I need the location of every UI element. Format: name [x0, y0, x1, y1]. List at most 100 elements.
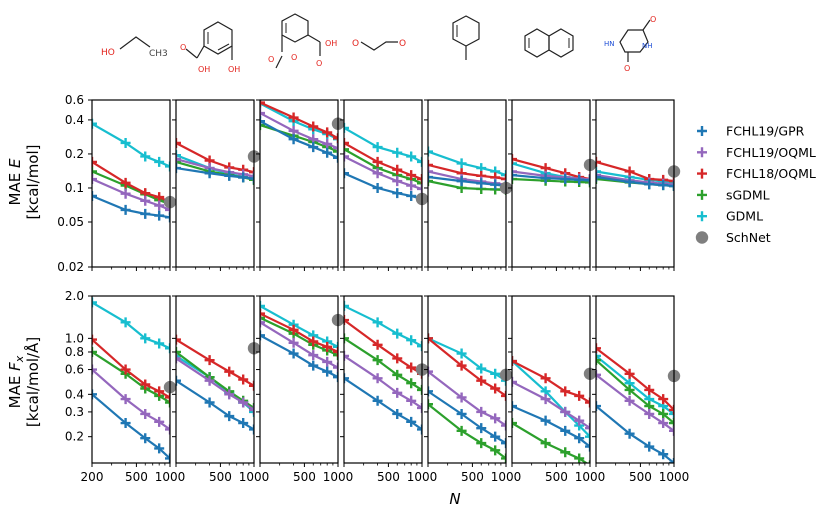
data-point-fchl19-oqml — [140, 408, 151, 419]
salicylic-atom-label-oh-phenol: OH — [228, 65, 240, 74]
data-point-sgdml — [512, 174, 517, 185]
data-point-fchl18-oqml — [392, 164, 403, 175]
data-point-fchl19-gpr — [154, 210, 165, 221]
legend-marker — [697, 168, 707, 179]
data-point-fchl18-oqml — [260, 100, 265, 108]
panel-force-aspirin: 500 1000 — [256, 295, 353, 484]
data-point-sgdml — [585, 177, 590, 188]
y-tick-label: 0.2 — [65, 147, 84, 161]
y-tick-label: 0.6 — [65, 93, 84, 107]
data-point-fchl19-oqml — [417, 402, 422, 413]
data-point-fchl19-oqml — [512, 166, 517, 177]
data-point-sgdml — [92, 346, 97, 357]
data-point-fchl19-oqml — [120, 188, 131, 199]
data-point-gdml — [176, 350, 181, 361]
x-axis-label: N — [449, 490, 460, 508]
data-point-fchl18-oqml — [406, 170, 417, 181]
data-point-fchl19-gpr — [406, 416, 417, 427]
ethanol-atom-label-oh: HO — [101, 48, 115, 58]
data-point-sgdml — [624, 384, 635, 395]
legend-item-schnet: SchNet — [695, 230, 771, 245]
data-point-fchl19-gpr — [560, 174, 571, 185]
data-point-fchl19-oqml — [249, 404, 254, 415]
aspirin-atom-label-o-acetyl: O — [268, 55, 274, 64]
data-point-fchl18-oqml — [333, 133, 338, 144]
data-point-sgdml — [428, 176, 433, 187]
y-tick-label: 2.0 — [65, 289, 84, 303]
data-point-fchl19-gpr — [585, 175, 590, 186]
panel-energy-toluene — [424, 99, 513, 271]
data-point-fchl18-oqml — [308, 121, 319, 132]
data-point-gdml — [456, 158, 467, 169]
data-point-fchl19-gpr — [140, 433, 151, 444]
data-point-fchl19-oqml — [260, 108, 265, 119]
data-point-fchl18-oqml — [120, 177, 131, 188]
y-tick-label: 0.2 — [65, 430, 84, 444]
y-tick-label: 0.1 — [65, 181, 84, 195]
data-point-sgdml — [596, 355, 601, 366]
panel-energy-malonaldehyde — [340, 99, 429, 271]
data-point-fchl18-oqml — [585, 397, 590, 408]
data-point-fchl18-oqml — [333, 346, 338, 357]
data-point-fchl18-oqml — [669, 404, 674, 415]
data-point-fchl19-gpr — [322, 147, 333, 158]
data-point-fchl18-oqml — [456, 360, 467, 371]
data-point-fchl19-oqml — [574, 415, 585, 426]
data-point-fchl19-oqml — [428, 166, 433, 177]
data-point-sgdml — [372, 355, 383, 366]
data-point-fchl19-oqml — [501, 420, 506, 431]
y-label-energy-prefix: MAE — [6, 173, 24, 206]
data-point-fchl18-oqml — [92, 334, 97, 345]
data-point-fchl18-oqml — [501, 174, 506, 185]
data-point-fchl19-oqml — [560, 406, 571, 417]
data-point-fchl18-oqml — [344, 137, 349, 148]
data-point-fchl19-oqml — [154, 200, 165, 211]
data-point-gdml — [501, 375, 506, 386]
panel-force-ethanol: 200 500 1000 0.2 0.3 0.4 0.6 0.81.0 2.0 — [65, 289, 185, 484]
data-point-fchl19-gpr — [669, 181, 674, 192]
data-point-sgdml — [512, 418, 517, 429]
x-tick-label: 1000 — [659, 470, 690, 484]
y-tick-label: 1.0 — [65, 331, 84, 345]
data-point-fchl19-gpr — [260, 330, 265, 341]
data-point-gdml — [406, 151, 417, 162]
data-point-fchl19-gpr — [120, 204, 131, 215]
panel-force-salicylic-acid: 500 1000 — [172, 295, 269, 484]
x-tick-label: 1000 — [155, 470, 186, 484]
data-point-fchl19-gpr — [92, 389, 97, 400]
data-point-fchl19-oqml — [204, 375, 215, 386]
data-point-fchl19-gpr — [585, 441, 590, 452]
data-point-fchl19-oqml — [540, 394, 551, 405]
legend-item-fchl19-oqml: FCHL19/OQML — [697, 145, 816, 160]
uracil-atom-label-o-bottom: O — [624, 64, 630, 73]
data-point-fchl19-gpr — [288, 348, 299, 359]
legend-item-fchl19-gpr: FCHL19/GPR — [697, 124, 805, 139]
data-point-gdml — [669, 177, 674, 188]
data-point-fchl18-oqml — [501, 390, 506, 401]
data-point-fchl19-gpr — [333, 152, 338, 163]
data-point-fchl18-oqml — [512, 356, 517, 367]
data-point-fchl19-oqml — [176, 353, 181, 364]
data-point-fchl19-gpr — [490, 179, 501, 190]
data-point-gdml — [154, 156, 165, 167]
data-point-fchl18-oqml — [428, 333, 433, 344]
molecule-structures: HO CH3 O OH OH OH O O O — [101, 13, 656, 74]
data-point-fchl18-oqml — [260, 308, 265, 319]
data-point-fchl18-oqml — [658, 394, 669, 405]
data-point-gdml — [596, 350, 601, 361]
data-point-fchl19-gpr — [501, 438, 506, 449]
data-point-fchl19-gpr — [490, 431, 501, 442]
data-point-fchl18-oqml — [120, 364, 131, 375]
legend-label: sGDML — [726, 187, 770, 202]
panel-frame — [343, 99, 423, 268]
data-point-fchl19-gpr — [624, 176, 635, 187]
data-point-gdml — [92, 118, 97, 129]
data-point-fchl19-oqml — [372, 373, 383, 384]
data-point-fchl19-oqml — [372, 168, 383, 179]
data-point-sgdml — [428, 399, 433, 410]
panel-energy-salicylic-acid — [172, 99, 261, 271]
panel-energy-naphthalene — [508, 99, 597, 271]
data-point-fchl18-oqml — [669, 176, 674, 187]
x-tick-label: 1000 — [407, 470, 438, 484]
